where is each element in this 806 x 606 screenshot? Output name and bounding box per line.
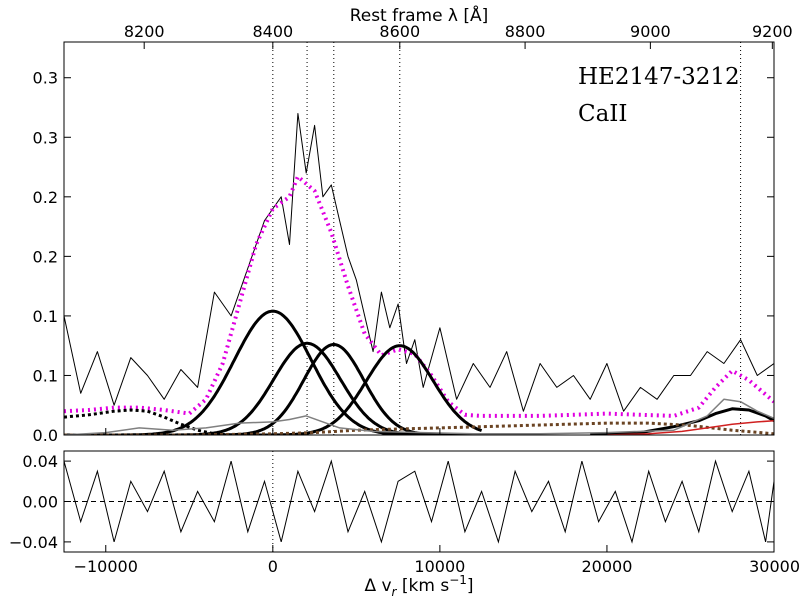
top-tick-label: 8200 xyxy=(124,22,165,41)
y-tick-label: 0.2 xyxy=(33,247,58,266)
y-tick-label: 0.1 xyxy=(33,366,58,385)
bottom-axis-title-close: ] xyxy=(467,576,474,596)
bottom-axis-title-unit: [km s xyxy=(396,576,449,596)
residual-line xyxy=(64,459,774,544)
main-y-axis: 0.0 0.1 0.1 0.2 0.2 0.3 0.3 xyxy=(33,69,774,445)
bottom-axis-title-sup: −1 xyxy=(449,573,467,587)
residual-panel: −0.04 0.00 0.04 −10000 0 10000 20000 30000 Δ v… xyxy=(9,428,800,599)
top-tick-label: 9000 xyxy=(630,22,671,41)
x-tick-label: 10000 xyxy=(414,557,465,576)
residual-y-axis: −0.04 0.00 0.04 xyxy=(9,452,774,552)
main-panel-frame xyxy=(63,41,775,436)
bottom-axis-title-main: Δ v xyxy=(364,576,391,596)
y-tick-label: 0.1 xyxy=(33,307,58,326)
total-fit-line xyxy=(64,174,774,418)
y-tick-label: 0.0 xyxy=(33,426,58,445)
red-component-line xyxy=(606,419,774,435)
top-tick-label: 8800 xyxy=(505,22,546,41)
residual-y-tick-label: 0.00 xyxy=(22,493,58,512)
y-tick-label: 0.2 xyxy=(33,188,58,207)
main-panel: 0.0 0.1 0.1 0.2 0.2 0.3 0.3 8200 8400 8600 8800 90… xyxy=(33,4,793,445)
bottom-axis-title-sub: r xyxy=(392,585,398,599)
residual-y-tick-label: 0.04 xyxy=(22,452,58,471)
brown-dotted-line xyxy=(64,421,774,435)
gray-component-line xyxy=(64,398,774,435)
x-tick-label: 30000 xyxy=(749,557,800,576)
vertical-markers xyxy=(272,42,742,435)
main-series-group xyxy=(64,113,774,435)
top-tick-label: 8400 xyxy=(252,22,293,41)
object-name-label: HE2147-3212 xyxy=(578,64,740,90)
x-tick-label: 20000 xyxy=(581,557,632,576)
left-wing-dotted-line xyxy=(64,408,232,435)
y-tick-label: 0.3 xyxy=(33,128,58,147)
top-x-axis: 8200 8400 8600 8800 9000 9200 xyxy=(124,22,793,49)
top-tick-label: 9200 xyxy=(752,22,793,41)
CaII-component-1-line xyxy=(64,309,482,435)
x-tick-label: −10000 xyxy=(74,557,138,576)
top-axis-title: Rest frame λ [Å] xyxy=(350,4,489,26)
y-tick-label: 0.3 xyxy=(33,69,58,88)
x-tick-label: 0 xyxy=(268,557,278,576)
observed-line xyxy=(64,113,774,412)
top-tick-label: 8600 xyxy=(379,22,420,41)
bottom-x-axis: −10000 0 10000 20000 30000 xyxy=(74,428,800,576)
CaII-component-2-line xyxy=(64,341,482,435)
line-name-label: CaII xyxy=(578,101,627,127)
residual-y-tick-label: −0.04 xyxy=(9,533,58,552)
bottom-axis-title: Δ vr [km s−1] xyxy=(364,573,473,599)
residual-series-group xyxy=(64,459,774,544)
